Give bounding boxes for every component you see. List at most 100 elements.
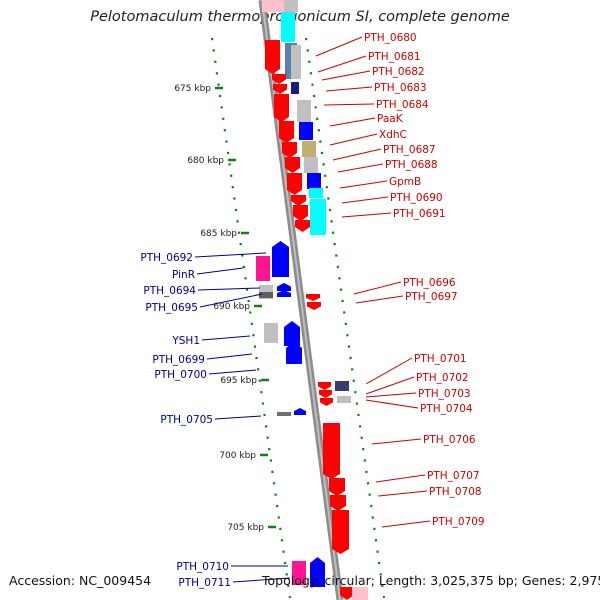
forward-gene-label: PTH_0680	[364, 32, 417, 44]
gene-arrow	[284, 321, 300, 346]
gene-arrow	[295, 220, 310, 232]
gene-arrow	[287, 173, 302, 195]
reverse-gene-label: PTH_0694	[143, 285, 196, 297]
forward-gene-label: PTH_0697	[405, 291, 458, 303]
forward-gene-label: PTH_0690	[390, 192, 443, 204]
gene-arrow	[310, 557, 325, 587]
gene-block	[259, 292, 273, 298]
forward-gene-label: PTH_0706	[423, 434, 476, 446]
reverse-label-leader	[194, 252, 267, 258]
gene-block	[307, 173, 321, 189]
forward-gene-label: PTH_0687	[383, 144, 436, 156]
reverse-label-leader	[232, 577, 291, 583]
gene-arrow	[274, 94, 289, 122]
gene-block	[281, 12, 295, 42]
gene-block	[309, 188, 323, 198]
page-title: Pelotomaculum thermopropionicum SI, comp…	[90, 9, 510, 25]
gene-arrow	[320, 398, 333, 406]
forward-gene-label: PTH_0683	[374, 82, 427, 94]
forward-label-leader	[337, 163, 384, 173]
forward-gene-label: PTH_0704	[420, 403, 473, 415]
accession-text: Accession: NC_009454	[9, 573, 152, 588]
reverse-label-leader	[214, 415, 262, 420]
kbp-label: 705 kbp	[227, 523, 264, 533]
reverse-gene-label: PTH_0710	[176, 561, 229, 573]
reverse-gene-label: PTH_0700	[154, 369, 207, 381]
forward-gene-label: PTH_0709	[432, 516, 485, 528]
kbp-label: 690 kbp	[213, 302, 250, 312]
gene-arrow	[285, 157, 300, 173]
forward-label-leader	[365, 376, 415, 395]
reverse-label-leader	[201, 335, 251, 341]
forward-label-leader	[323, 103, 375, 106]
gene-block	[291, 45, 301, 79]
gene-block	[299, 122, 313, 140]
gene-arrow	[340, 587, 354, 600]
gene-arrow	[272, 74, 286, 84]
forward-label-leader	[315, 36, 363, 57]
gene-arrow	[307, 302, 321, 310]
gene-block	[256, 256, 270, 281]
gene-arrow	[332, 510, 349, 554]
forward-label-leader	[329, 133, 378, 146]
forward-gene-label: PTH_0684	[376, 99, 429, 111]
gene-arrow	[272, 241, 289, 277]
forward-gene-label: PTH_0688	[385, 159, 438, 171]
gene-arrow	[306, 294, 320, 301]
genome-summary-text: Topology: circular; Length: 3,025,375 bp…	[262, 573, 600, 588]
forward-label-leader	[355, 295, 404, 304]
forward-label-leader	[325, 86, 373, 92]
gene-arrow	[323, 423, 340, 479]
kbp-label: 680 kbp	[187, 156, 224, 166]
forward-label-leader	[365, 357, 413, 385]
gene-arrow	[293, 205, 308, 221]
forward-gene-label: GpmB	[389, 176, 421, 188]
kbp-label: 700 kbp	[219, 451, 256, 461]
gene-block	[284, 0, 298, 12]
gene-arrow	[277, 283, 291, 291]
reverse-label-leader	[208, 369, 257, 375]
gene-block	[304, 157, 318, 173]
gene-block	[337, 396, 351, 403]
gene-block	[292, 561, 306, 585]
forward-label-leader	[339, 180, 388, 189]
forward-label-leader	[321, 70, 371, 81]
gene-block	[277, 412, 291, 416]
forward-gene-label: XdhC	[379, 129, 407, 141]
gene-arrow	[279, 121, 294, 143]
forward-label-leader	[375, 474, 426, 483]
forward-gene-label: PTH_0701	[414, 353, 467, 365]
reverse-gene-label: PTH_0695	[145, 302, 198, 314]
gene-block	[291, 82, 299, 94]
gene-block	[297, 100, 311, 122]
kbp-label: 675 kbp	[174, 84, 211, 94]
forward-gene-label: PaaK	[377, 113, 404, 125]
gene-block	[264, 323, 278, 343]
reverse-label-leader	[206, 353, 253, 360]
forward-label-leader	[341, 196, 389, 204]
forward-gene-label: PTH_0696	[403, 277, 456, 289]
forward-gene-label: PTH_0703	[418, 388, 471, 400]
gene-arrow	[265, 40, 280, 74]
reverse-label-leader	[197, 287, 261, 291]
gene-arrow	[282, 142, 297, 158]
gene-arrow	[318, 382, 331, 390]
reverse-gene-label: PTH_0699	[152, 354, 205, 366]
forward-gene-label: PTH_0681	[368, 51, 421, 63]
forward-label-leader	[381, 520, 431, 528]
gene-arrow	[291, 195, 306, 206]
forward-gene-label: PTH_0707	[427, 470, 480, 482]
forward-gene-label: PTH_0702	[416, 372, 469, 384]
forward-label-leader	[329, 117, 376, 127]
forward-label-leader	[365, 399, 419, 409]
kbp-label: 685 kbp	[200, 229, 237, 239]
forward-label-leader	[317, 55, 367, 73]
gene-block	[310, 199, 326, 235]
gene-block	[302, 141, 316, 157]
gene-arrow	[286, 342, 302, 364]
reverse-label-leader	[199, 293, 263, 308]
forward-label-leader	[365, 392, 417, 398]
forward-gene-label: PTH_0691	[393, 208, 446, 220]
genome-backbone-highlight	[261, 0, 341, 600]
